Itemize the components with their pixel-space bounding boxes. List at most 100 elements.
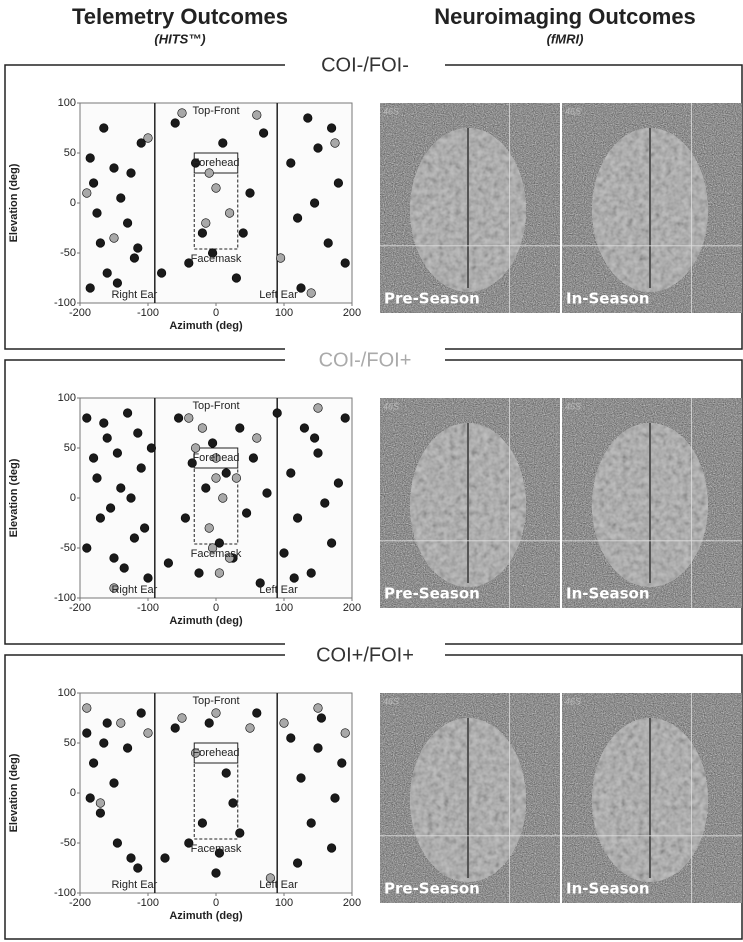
data-point (304, 114, 313, 123)
data-point (338, 759, 347, 768)
data-point (208, 439, 217, 448)
data-point (171, 119, 180, 128)
x-tick-label: 0 (213, 897, 219, 909)
y-tick-label: -100 (54, 592, 76, 604)
data-point (307, 569, 316, 578)
data-point (93, 209, 102, 218)
data-point (263, 489, 272, 498)
x-tick-label: 200 (343, 307, 361, 319)
data-point (83, 544, 92, 553)
right-subtitle: (fMRI) (547, 31, 584, 46)
data-point (89, 179, 98, 188)
annotation: Left Ear (259, 289, 298, 301)
annotation: Forehead (192, 157, 239, 169)
data-point (252, 434, 261, 443)
data-point (236, 424, 245, 433)
annotation: Right Ear (111, 584, 157, 596)
data-point (327, 844, 336, 853)
data-point (110, 164, 119, 173)
y-tick-label: 0 (70, 197, 76, 209)
scan-corner: 46S (383, 401, 399, 411)
data-point (327, 124, 336, 133)
scan-corner: 46S (383, 106, 399, 116)
data-point (103, 434, 112, 443)
data-point (127, 854, 136, 863)
scan-label: Pre-Season (384, 880, 480, 898)
scan-corner: 46S (565, 696, 581, 706)
data-point (324, 239, 333, 248)
data-point (290, 574, 299, 583)
data-point (246, 724, 255, 733)
data-point (219, 494, 228, 503)
data-point (287, 469, 296, 478)
data-point (127, 494, 136, 503)
data-point (96, 809, 105, 818)
left-title: Telemetry Outcomes (72, 4, 288, 29)
data-point (314, 449, 323, 458)
data-point (334, 479, 343, 488)
data-point (225, 209, 234, 218)
data-point (117, 484, 126, 493)
y-axis-label: Elevation (deg) (8, 753, 20, 832)
y-tick-label: 0 (70, 787, 76, 799)
data-point (212, 869, 221, 878)
scan-corner: 46S (383, 696, 399, 706)
x-tick-label: 200 (343, 602, 361, 614)
y-axis-label: Elevation (deg) (8, 163, 20, 242)
data-point (300, 424, 309, 433)
data-point (280, 549, 289, 558)
data-point (134, 429, 143, 438)
data-point (205, 719, 214, 728)
annotation: Left Ear (259, 584, 298, 596)
data-point (287, 734, 296, 743)
x-axis-label: Azimuth (deg) (169, 320, 243, 332)
data-point (185, 414, 194, 423)
data-point (212, 474, 221, 483)
data-point (317, 714, 326, 723)
scan-corner: 46S (565, 106, 581, 116)
data-point (117, 719, 126, 728)
y-tick-label: -50 (60, 247, 76, 259)
data-point (239, 229, 248, 238)
x-tick-label: -100 (137, 897, 159, 909)
data-point (144, 729, 153, 738)
x-tick-label: 100 (275, 307, 293, 319)
data-point (259, 129, 268, 138)
data-point (287, 159, 296, 168)
data-point (198, 229, 207, 238)
data-point (252, 709, 261, 718)
data-point (120, 564, 129, 573)
data-point (229, 799, 238, 808)
data-point (246, 189, 255, 198)
data-point (83, 189, 92, 198)
data-point (134, 864, 143, 873)
annotation: Facemask (191, 843, 242, 855)
data-point (83, 729, 92, 738)
right-title: Neuroimaging Outcomes (434, 4, 696, 29)
data-point (134, 244, 143, 253)
data-point (106, 504, 115, 513)
data-point (334, 179, 343, 188)
data-point (130, 254, 139, 263)
data-point (327, 539, 336, 548)
data-point (341, 259, 350, 268)
x-tick-label: 0 (213, 602, 219, 614)
x-axis-label: Azimuth (deg) (169, 615, 243, 627)
data-point (212, 184, 221, 193)
data-point (96, 799, 105, 808)
data-point (110, 554, 119, 563)
data-point (222, 769, 231, 778)
data-point (147, 444, 156, 453)
data-point (110, 234, 119, 243)
data-point (174, 414, 183, 423)
data-point (205, 524, 214, 533)
data-point (123, 219, 132, 228)
annotation: Top-Front (192, 400, 239, 412)
data-point (293, 214, 302, 223)
y-tick-label: 100 (58, 687, 76, 699)
data-point (341, 414, 350, 423)
data-point (314, 744, 323, 753)
x-tick-label: 100 (275, 897, 293, 909)
data-point (100, 419, 109, 428)
data-point (314, 404, 323, 413)
